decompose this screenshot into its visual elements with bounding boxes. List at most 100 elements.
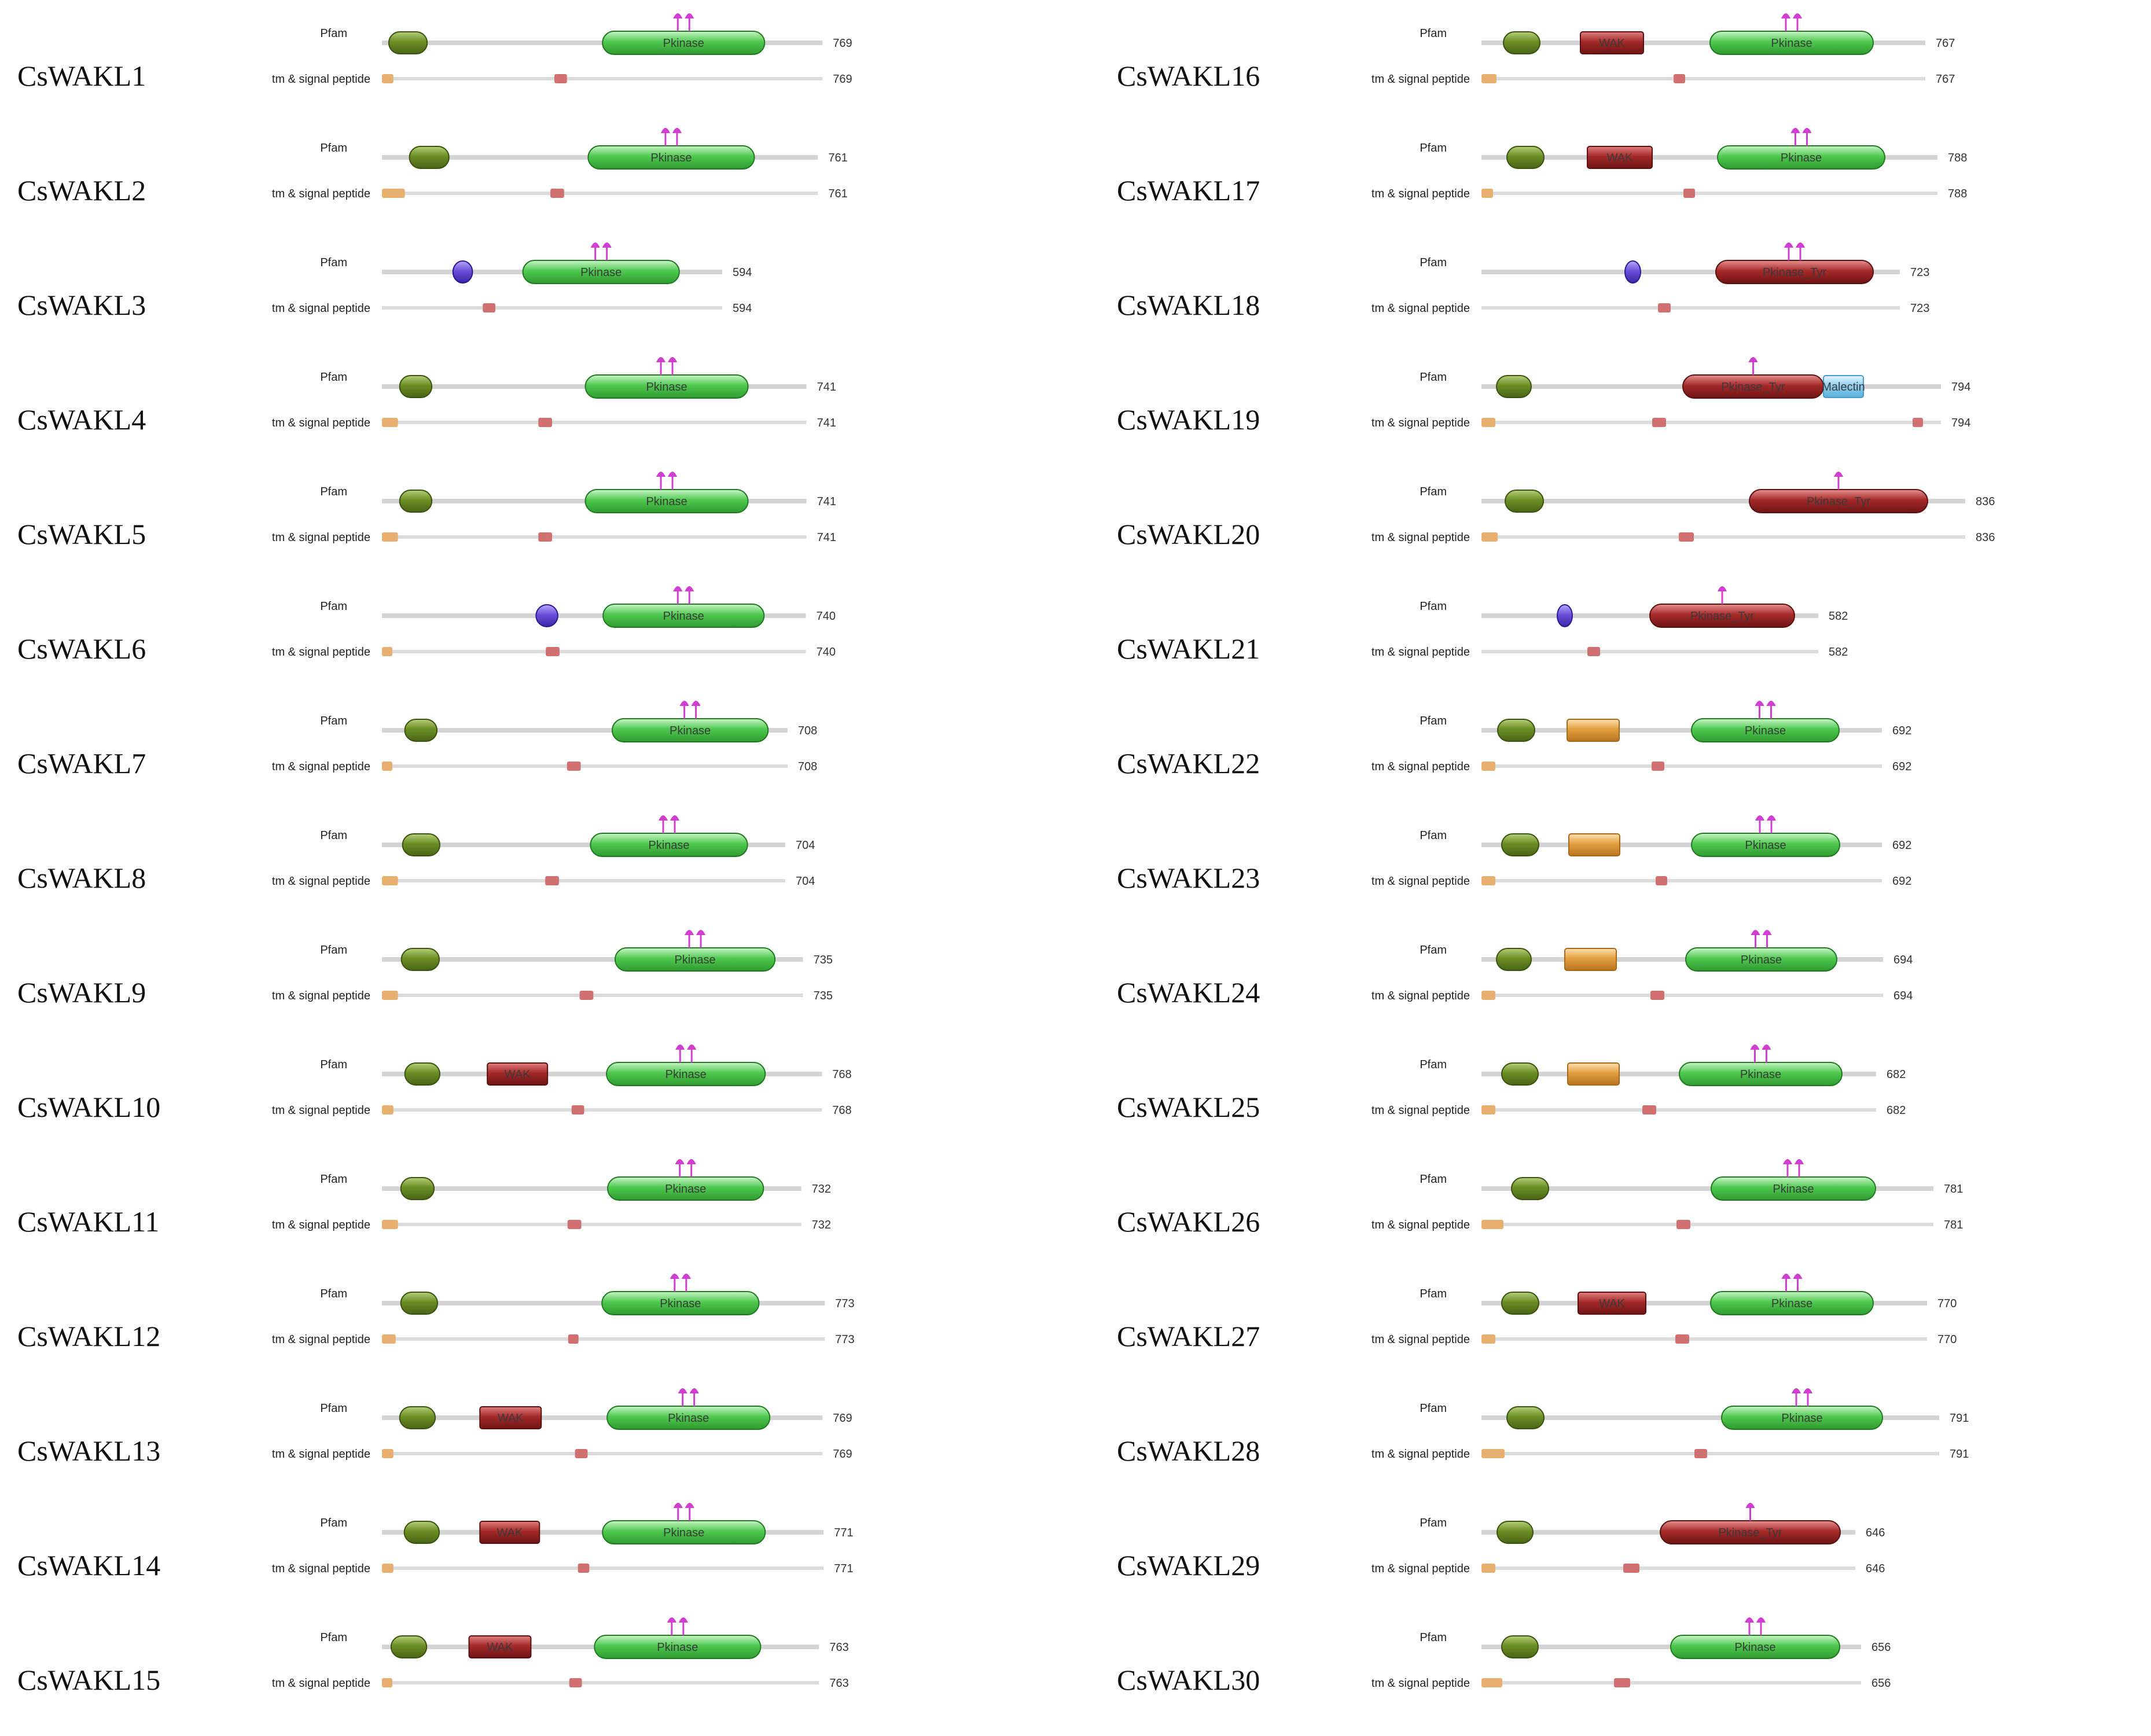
active-site-icon xyxy=(1767,815,1776,821)
protein-length-features: 692 xyxy=(1892,760,1911,773)
domain-label: Pkinase_Tyr xyxy=(1763,266,1826,279)
transmembrane-segment xyxy=(1683,189,1695,198)
transmembrane-segment xyxy=(538,532,553,542)
signal-peptide xyxy=(1481,1449,1505,1458)
domain-backbone xyxy=(382,1186,801,1191)
pfam-track-label: Pfam xyxy=(1420,371,1447,384)
protein-length-domains: 582 xyxy=(1829,610,1848,623)
domain-label: Pkinase xyxy=(660,1297,701,1310)
orange-domain xyxy=(1567,719,1620,742)
domain-label: Malectin xyxy=(1822,381,1865,393)
tm-signal-track-label: tm & signal peptide xyxy=(1372,187,1470,200)
protein-length-features: 761 xyxy=(828,187,847,200)
protein-row-cswakl1: CsWAKL1 Pfam tm & signal peptide 769 769 Pkin… xyxy=(17,13,852,92)
active-site-icon xyxy=(689,1388,699,1393)
pkinase-domain xyxy=(1691,718,1840,742)
domain-label: Pkinase xyxy=(668,1412,709,1425)
protein-length-features: 768 xyxy=(832,1104,851,1117)
gene-name: CsWAKL3 xyxy=(17,289,146,321)
transmembrane-segment xyxy=(1675,1334,1689,1344)
pfam-track-label: Pfam xyxy=(320,1631,347,1644)
protein-row-cswakl20: CsWAKL20 Pfam tm & signal peptide 836 836 Pki… xyxy=(1117,472,1995,550)
protein-length-features: 682 xyxy=(1887,1104,1906,1117)
transmembrane-segment xyxy=(568,1334,579,1344)
active-site-icon xyxy=(660,128,670,133)
feature-backbone xyxy=(382,1108,822,1112)
active-site-icon xyxy=(686,1159,696,1164)
feature-backbone xyxy=(1481,1223,1933,1226)
active-site-icon xyxy=(1793,1274,1803,1279)
orange-domain xyxy=(1568,833,1620,856)
protein-length-features: 741 xyxy=(817,417,836,429)
tm-signal-track-label: tm & signal peptide xyxy=(1372,1562,1470,1575)
tm-signal-track-label: tm & signal peptide xyxy=(272,875,370,888)
active-site-icon xyxy=(672,128,682,133)
pfam-track-label: Pfam xyxy=(1420,486,1447,498)
active-site-icon xyxy=(685,930,694,935)
domain-label: Pkinase xyxy=(646,381,687,393)
signal-peptide xyxy=(1481,418,1495,427)
pkinase-domain xyxy=(602,1520,766,1544)
domain-label: WAK xyxy=(487,1641,513,1654)
gene-name: CsWAKL12 xyxy=(17,1320,160,1352)
transmembrane-segment xyxy=(554,74,567,83)
active-site-icon xyxy=(1755,701,1764,706)
transmembrane-segment xyxy=(545,876,559,885)
transmembrane-segment xyxy=(1587,647,1600,656)
active-site-icon xyxy=(678,1617,688,1623)
gub-wak-domain xyxy=(1496,948,1532,971)
active-site-icon xyxy=(685,13,694,19)
feature-backbone xyxy=(382,1337,825,1341)
transmembrane-segment xyxy=(546,647,560,656)
pfam-track-label: Pfam xyxy=(320,371,347,384)
feature-backbone xyxy=(1481,764,1882,768)
signal-peptide xyxy=(382,1334,396,1344)
transmembrane-segment xyxy=(1658,303,1671,312)
protein-length-domains: 794 xyxy=(1951,381,1970,393)
active-site-icon xyxy=(1755,815,1764,821)
gub-wak-domain xyxy=(390,1635,428,1658)
signal-peptide xyxy=(382,532,398,542)
active-site-icon xyxy=(696,930,706,935)
domain-label: WAK xyxy=(498,1412,524,1425)
feature-backbone xyxy=(382,535,807,539)
gene-name: CsWAKL16 xyxy=(1117,60,1260,92)
feature-backbone xyxy=(1481,1108,1876,1112)
tm-signal-track-label: tm & signal peptide xyxy=(272,417,370,429)
protein-row-cswakl10: CsWAKL10 Pfam tm & signal peptide 768 768 WAK… xyxy=(17,1044,852,1123)
transmembrane-segment xyxy=(1652,418,1666,427)
pfam-track-label: Pfam xyxy=(320,27,347,40)
signal-peptide xyxy=(382,1105,394,1115)
gub-wak-domain xyxy=(400,948,440,971)
signal-peptide xyxy=(382,1678,392,1687)
pfam-track-label: Pfam xyxy=(320,486,347,498)
active-site-icon xyxy=(675,1044,685,1050)
protein-row-cswakl27: CsWAKL27 Pfam tm & signal peptide 770 770 WAK… xyxy=(1117,1274,1957,1352)
protein-length-features: 769 xyxy=(833,73,852,86)
domain-label: Pkinase xyxy=(1740,1068,1781,1081)
purple-domain xyxy=(452,260,473,284)
pfam-track-label: Pfam xyxy=(320,142,347,155)
pkinase-domain xyxy=(522,260,680,284)
pkinase-domain xyxy=(1711,1176,1876,1201)
gene-name: CsWAKL19 xyxy=(1117,403,1260,436)
domain-label: WAK xyxy=(1607,152,1633,164)
active-site-icon xyxy=(1762,1044,1771,1050)
pfam-track-label: Pfam xyxy=(1420,1631,1447,1644)
gub-wak-domain xyxy=(400,1177,435,1200)
protein-length-features: 773 xyxy=(835,1333,854,1346)
active-site-icon xyxy=(1792,1388,1801,1393)
active-site-icon xyxy=(691,701,701,706)
gene-name: CsWAKL27 xyxy=(1117,1320,1260,1352)
gub-wak-domain xyxy=(1503,31,1540,54)
pkinase-domain xyxy=(1679,1062,1843,1086)
active-site-icon xyxy=(1781,13,1790,19)
signal-peptide xyxy=(382,189,405,198)
domain-backbone xyxy=(382,1415,823,1420)
gene-name: CsWAKL21 xyxy=(1117,632,1260,665)
signal-peptide xyxy=(1481,1678,1502,1687)
pkinase-domain xyxy=(1717,145,1885,170)
pfam-track-label: Pfam xyxy=(1420,1517,1447,1529)
domain-label: Pkinase xyxy=(663,1527,704,1539)
protein-row-cswakl23: CsWAKL23 Pfam tm & signal peptide 692 692 Pki… xyxy=(1117,815,1911,894)
